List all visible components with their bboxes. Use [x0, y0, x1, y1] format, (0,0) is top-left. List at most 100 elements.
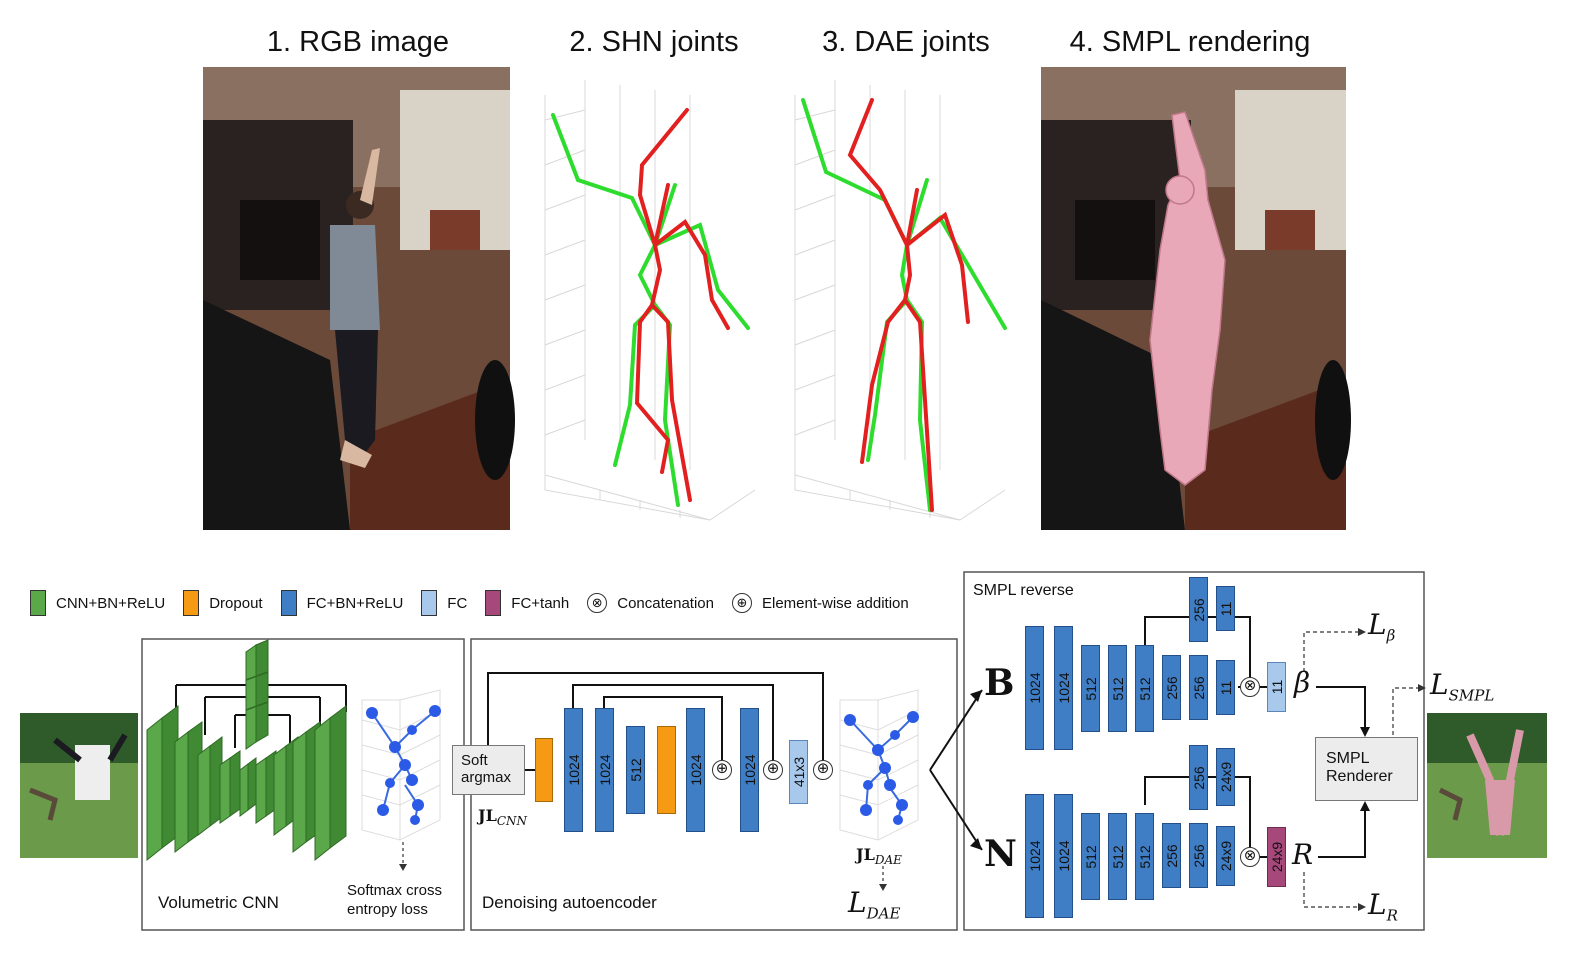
- dae-block-1024-c: 1024: [686, 708, 705, 832]
- legend: CNN+BN+ReLU Dropout FC+BN+ReLU FC FC+tan…: [30, 590, 927, 616]
- n-label: N: [984, 833, 1017, 875]
- smpl-bot-24x9-a: 24x9: [1216, 826, 1235, 886]
- smpl-bot-512-a: 512: [1081, 813, 1100, 900]
- smpl-top-1024-b: 1024: [1054, 626, 1073, 750]
- volumetric-heatmap: [361, 689, 441, 871]
- legend-fc-tanh: FC+tanh: [485, 590, 569, 616]
- softmax-loss-line2: entropy loss: [347, 901, 428, 918]
- soft-argmax-box: Soft argmax: [452, 745, 525, 795]
- legend-fc-bn-relu: FC+BN+ReLU: [280, 590, 404, 616]
- smpl-renderer-line1: SMPL: [1326, 750, 1370, 767]
- smpl-top-1024-a: 1024: [1025, 626, 1044, 750]
- soft-argmax-line2: argmax: [461, 769, 512, 786]
- dae-block-1024-a: 1024: [564, 708, 583, 832]
- smpl-top-11-b: 11: [1216, 586, 1235, 631]
- dae-dropout-1: [535, 738, 553, 802]
- dae-dropout-2: [657, 726, 676, 814]
- volumetric-cnn-caption: Volumetric CNN: [158, 893, 279, 912]
- denoising-autoencoder-caption: Denoising autoencoder: [482, 893, 657, 912]
- jl-dae-main: JL: [856, 845, 875, 864]
- dae-add-icon-3: ⊕: [813, 760, 833, 780]
- legend-element-wise-addition: ⊕ Element-wise addition: [732, 593, 909, 613]
- l-smpl-sub: SMPL: [1448, 686, 1495, 705]
- l-smpl-loss: LSMPL: [1430, 668, 1494, 705]
- dae-block-1024-d: 1024: [740, 708, 759, 832]
- shn-skeleton: [551, 108, 750, 507]
- r-symbol: R: [1292, 838, 1314, 871]
- smpl-bot-256-b: 256: [1189, 823, 1208, 888]
- rgb-image-photo: [203, 67, 515, 530]
- volumetric-cnn-hourglass: [146, 639, 347, 862]
- l-r-main: L: [1368, 888, 1387, 921]
- dae-add-icon-1: ⊕: [712, 760, 732, 780]
- dae-skeleton: [801, 98, 1007, 512]
- l-beta-main: L: [1368, 608, 1387, 641]
- jl-dae-label: JLDAE: [856, 845, 902, 867]
- smpl-bot-512-c: 512: [1135, 813, 1154, 900]
- legend-swatch-green: [30, 590, 46, 616]
- concatenation-icon: ⊗: [587, 593, 608, 613]
- smpl-renderer-line2: Renderer: [1326, 768, 1393, 785]
- legend-label: CNN+BN+ReLU: [56, 594, 166, 612]
- legend-cnn-bn-relu: CNN+BN+ReLU: [30, 590, 165, 616]
- legend-swatch-lightblue: [421, 590, 438, 616]
- legend-swatch-blue: [280, 590, 297, 616]
- legend-label: Dropout: [209, 594, 263, 612]
- smpl-rendering-photo: [1041, 67, 1351, 530]
- smpl-bot-24x9-b: 24x9: [1216, 748, 1235, 806]
- smpl-bot-256-a: 256: [1162, 823, 1181, 888]
- legend-label: FC: [447, 594, 468, 612]
- smpl-top-512-b: 512: [1108, 645, 1127, 732]
- smpl-bot-24x9-tanh: 24x9: [1267, 827, 1286, 887]
- smpl-bot-concat-icon: ⊗: [1240, 847, 1260, 867]
- smpl-top-512-c: 512: [1135, 645, 1154, 732]
- smpl-top-256-c: 256: [1189, 577, 1208, 642]
- l-beta-loss: Lβ: [1368, 608, 1395, 645]
- b-label: B: [984, 662, 1015, 704]
- softmax-loss-line1: Softmax cross: [347, 882, 443, 899]
- jl-cnn-sub: CNN: [496, 814, 528, 829]
- dae-block-512: 512: [626, 726, 645, 814]
- smpl-top-11-fc: 11: [1267, 662, 1286, 712]
- smpl-renderer-box: SMPL Renderer: [1315, 737, 1418, 801]
- l-beta-sub: β: [1386, 626, 1396, 645]
- dae-block-1024-b: 1024: [595, 708, 614, 832]
- dae-output-heatmap: [839, 689, 919, 891]
- jl-dae-sub: DAE: [874, 853, 902, 868]
- title-dae-joints: 3. DAE joints: [822, 26, 990, 58]
- smpl-top-concat-icon: ⊗: [1240, 677, 1260, 697]
- l-smpl-main: L: [1430, 668, 1449, 701]
- jl-cnn-label: JLCNN: [478, 806, 527, 828]
- smpl-top-11-a: 11: [1216, 660, 1235, 715]
- l-r-loss: LR: [1368, 888, 1398, 925]
- legend-label: Concatenation: [617, 594, 714, 612]
- soft-argmax-line1: Soft: [461, 752, 488, 769]
- jl-cnn-main: JL: [478, 806, 497, 825]
- legend-dropout: Dropout: [183, 590, 263, 616]
- legend-concatenation: ⊗ Concatenation: [587, 593, 714, 613]
- legend-label: Element-wise addition: [762, 594, 909, 612]
- smpl-reverse-title: SMPL reverse: [973, 582, 1074, 599]
- output-photo: [1427, 713, 1547, 858]
- smpl-bot-1024-b: 1024: [1054, 794, 1073, 918]
- l-dae-main: L: [848, 886, 867, 919]
- input-photo: [20, 713, 138, 858]
- title-rgb-image: 1. RGB image: [266, 26, 450, 58]
- smpl-top-512-a: 512: [1081, 645, 1100, 732]
- shn-joints-plot: [544, 80, 756, 521]
- addition-icon: ⊕: [732, 593, 752, 613]
- title-smpl-rendering: 4. SMPL rendering: [1069, 26, 1311, 58]
- legend-swatch-purple: [485, 590, 502, 616]
- dae-block-41x3: 41x3: [789, 740, 808, 804]
- dae-joints-plot: [794, 80, 1006, 521]
- smpl-bot-512-b: 512: [1108, 813, 1127, 900]
- smpl-bot-256-c: 256: [1189, 745, 1208, 810]
- smpl-reverse-box: [963, 571, 1425, 931]
- title-shn-joints: 2. SHN joints: [569, 26, 739, 58]
- legend-swatch-orange: [183, 590, 200, 616]
- legend-label: FC+BN+ReLU: [306, 594, 404, 612]
- smpl-bot-1024-a: 1024: [1025, 794, 1044, 918]
- l-dae-loss: LDAE: [848, 886, 900, 923]
- smpl-top-256-a: 256: [1162, 655, 1181, 720]
